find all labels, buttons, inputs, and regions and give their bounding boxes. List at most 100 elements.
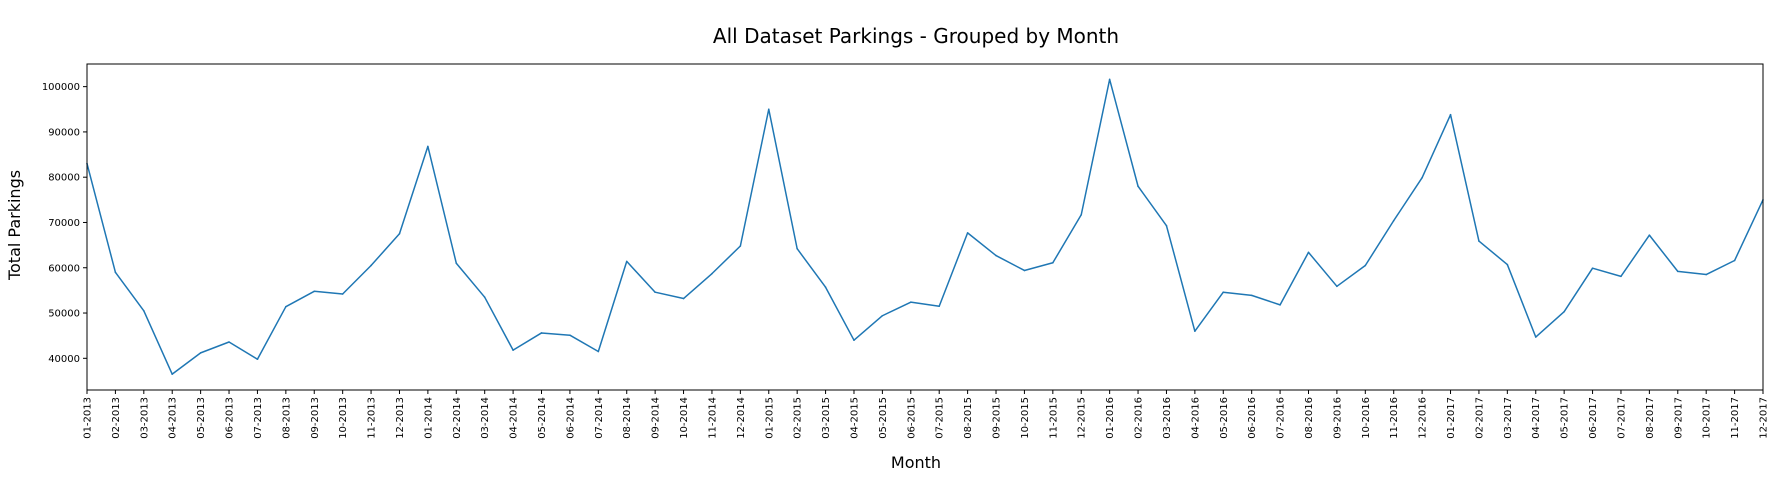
x-tick-label: 10-2017: [1702, 397, 1713, 439]
x-tick-label: 08-2015: [963, 397, 974, 439]
data-point: [796, 247, 798, 250]
data-point: [171, 373, 174, 375]
data-point: [1165, 224, 1168, 227]
data-point: [654, 291, 656, 294]
x-tick-label: 08-2014: [622, 397, 633, 439]
data-point: [285, 305, 287, 308]
x-tick-label: 04-2016: [1190, 397, 1201, 439]
x-tick-label: 02-2015: [793, 397, 804, 439]
data-point: [341, 293, 344, 295]
x-tick-label: 01-2013: [83, 397, 94, 439]
y-tick-label: 60000: [48, 263, 80, 274]
y-tick-label: 80000: [48, 173, 80, 184]
plot-frame: [86, 63, 1764, 391]
x-tick-label: 11-2014: [707, 397, 718, 439]
x-tick-label: 06-2015: [906, 397, 917, 439]
x-tick-label: 08-2013: [281, 397, 292, 439]
x-tick-label: 01-2017: [1446, 397, 1457, 439]
x-tick-label: 02-2014: [452, 397, 463, 439]
x-tick-label: 12-2014: [736, 397, 747, 439]
data-point: [1506, 263, 1509, 266]
x-tick-label: 09-2013: [310, 397, 321, 439]
x-tick-label: 03-2014: [480, 397, 491, 439]
data-point: [1222, 291, 1225, 294]
data-point: [1676, 270, 1679, 273]
x-tick-label: 05-2016: [1219, 397, 1230, 439]
data-point: [1364, 264, 1367, 267]
data-point: [1023, 269, 1026, 272]
x-tick-label: 08-2016: [1304, 397, 1315, 439]
plot-area: 40000 50000 60000 70000 80000 90000 100000 01-2…: [42, 78, 1770, 439]
data-point: [1478, 240, 1480, 242]
x-tick-label: 03-2013: [139, 397, 150, 439]
x-tick-label: 12-2013: [395, 397, 406, 439]
data-point: [1591, 267, 1594, 270]
x-tick-label: 07-2013: [253, 397, 264, 439]
data-point: [1563, 310, 1565, 313]
y-tick-label: 100000: [42, 82, 80, 93]
x-tick-label: 04-2014: [509, 397, 520, 439]
x-tick-label: 05-2015: [878, 397, 889, 439]
x-tick-label: 05-2017: [1560, 397, 1571, 439]
data-point: [1336, 285, 1338, 288]
data-point: [1250, 294, 1253, 297]
data-point: [909, 301, 912, 303]
x-tick-label: 01-2016: [1105, 397, 1116, 439]
x-tick-label: 04-2017: [1531, 397, 1542, 439]
data-point: [1705, 273, 1707, 276]
data-point: [682, 297, 685, 300]
data-point: [313, 290, 316, 293]
data-point: [143, 309, 145, 312]
y-axis-title: Total Parkings: [5, 170, 24, 281]
x-tick-label: 04-2015: [849, 397, 860, 439]
x-tick-label: 10-2014: [679, 397, 690, 439]
x-tick-label: 02-2013: [111, 397, 122, 439]
y-tick-label: 90000: [48, 127, 80, 138]
data-point: [767, 108, 770, 111]
data-point: [569, 334, 571, 337]
x-tick-label: 09-2014: [651, 397, 662, 439]
data-point: [427, 145, 429, 148]
data-point: [1108, 78, 1111, 81]
data-point: [995, 254, 997, 257]
data-point: [114, 271, 117, 274]
x-tick-label: 06-2014: [565, 397, 576, 439]
data-point: [483, 296, 486, 298]
series-line: [86, 78, 1764, 375]
x-tick-label: 02-2017: [1474, 397, 1485, 439]
data-point: [540, 332, 543, 334]
x-tick-label: 10-2016: [1361, 397, 1372, 439]
y-tick-label: 50000: [48, 309, 80, 320]
x-tick-label: 12-2017: [1759, 397, 1770, 439]
data-point: [711, 272, 713, 275]
data-point: [1421, 176, 1423, 179]
data-point: [597, 350, 600, 353]
data-point: [370, 264, 372, 267]
data-point: [1080, 213, 1083, 216]
x-tick-label: 11-2016: [1389, 397, 1400, 439]
x-tick-label: 03-2017: [1503, 397, 1514, 439]
data-point: [1194, 330, 1196, 332]
data-point: [1620, 275, 1622, 278]
data-point: [853, 339, 855, 341]
x-tick-label: 09-2016: [1332, 397, 1343, 439]
data-point: [228, 341, 230, 343]
x-tick-label: 11-2013: [367, 397, 378, 439]
data-point: [1449, 113, 1452, 116]
x-tick-label: 07-2017: [1616, 397, 1627, 439]
x-tick-label: 04-2013: [168, 397, 179, 439]
data-point: [824, 286, 827, 289]
x-tick-label: 09-2015: [992, 397, 1003, 439]
data-point: [1307, 251, 1310, 254]
data-point: [512, 349, 514, 351]
x-tick-label: 05-2014: [537, 397, 548, 439]
x-tick-label: 02-2016: [1134, 397, 1145, 439]
x-tick-label: 12-2015: [1077, 397, 1088, 439]
data-point: [455, 262, 458, 265]
chart-title: All Dataset Parkings - Grouped by Month: [713, 24, 1119, 48]
x-tick-label: 06-2013: [225, 397, 236, 439]
data-point: [881, 314, 884, 317]
data-point: [938, 305, 941, 308]
data-point: [625, 260, 628, 263]
